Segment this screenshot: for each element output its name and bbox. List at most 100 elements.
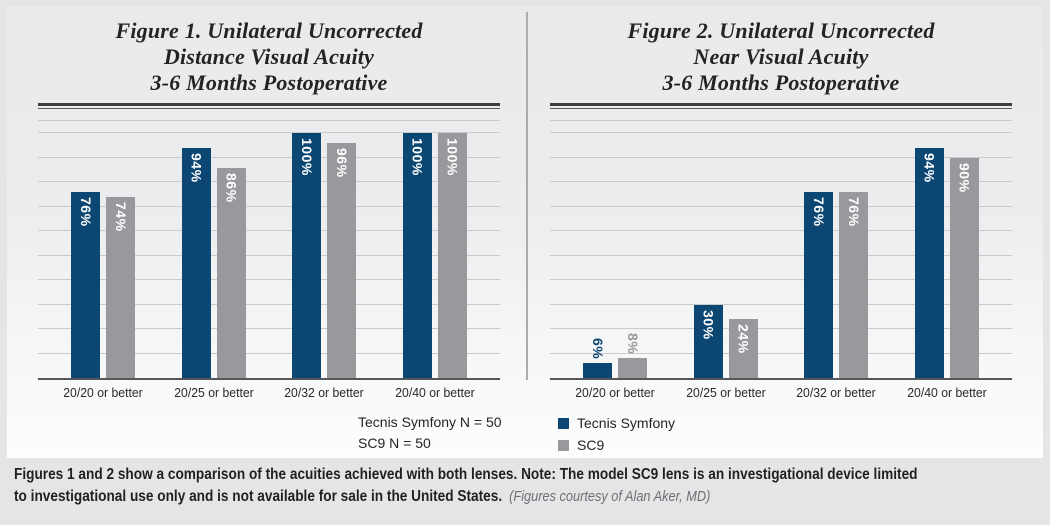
bar-value-label: 100%: [409, 138, 426, 177]
legend-label-sc9: SC9: [577, 437, 605, 453]
figure-1-title-rule: [38, 103, 500, 110]
bar-value-label: 76%: [77, 196, 94, 227]
bar-group: 100% 96% 20/32 or better: [285, 121, 364, 400]
caption-line-2: to investigational use only and is not a…: [14, 488, 710, 506]
figure-1-note-line-1: Tecnis Symfony N = 50: [358, 414, 502, 430]
gridline: [38, 352, 500, 354]
figure-1-title-line-2: Distance Visual Acuity: [163, 44, 375, 69]
bar-value-label: 86%: [223, 172, 240, 203]
figure-1-title-line-1: Figure 1. Unilateral Uncorrected: [115, 18, 423, 43]
figure-2-title-line-1: Figure 2. Unilateral Uncorrected: [627, 18, 935, 43]
caption-credit: (Figures courtesy of Alan Aker, MD): [509, 489, 711, 505]
bar-value-label: 100%: [444, 138, 461, 177]
gridline: [38, 230, 500, 232]
gridline: [38, 254, 500, 256]
category-label: 20/20 or better: [575, 385, 655, 400]
figure-2-title-rule: [550, 103, 1012, 110]
tecnis-symfony-swatch: [558, 417, 569, 429]
bar-group: 76% 76% 20/32 or better: [797, 121, 876, 400]
bar-sc9: 24%: [728, 319, 758, 378]
gridline: [550, 279, 1012, 281]
figure-2-plot: 6% 8% 20/20 or better 30% 24% 20/25 or better…: [550, 120, 1012, 400]
bar-value-label: 6%: [589, 338, 606, 360]
figure-2-legend: Tecnis Symfony SC9: [558, 412, 675, 456]
category-label: 20/40 or better: [907, 385, 987, 400]
figures-panel: Figure 1. Unilateral Uncorrected Distanc…: [7, 6, 1043, 458]
bar-group: 6% 8% 20/20 or better: [576, 121, 655, 400]
bar-tecnis-symfony: 94%: [181, 147, 211, 378]
gridline: [550, 181, 1012, 183]
gridline: [38, 328, 500, 330]
bar-value-label: 90%: [956, 162, 973, 193]
bar-groups: 6% 8% 20/20 or better 30% 24% 20/25 or better…: [550, 121, 1012, 400]
gridline: [550, 132, 1012, 134]
gridline: [550, 230, 1012, 232]
caption-bold-text-1: Figures 1 and 2 show a comparison of the…: [14, 466, 918, 483]
caption-line-1: Figures 1 and 2 show a comparison of the…: [14, 466, 917, 484]
figure-divider: [526, 12, 528, 380]
bar-value-label: 74%: [112, 201, 129, 232]
category-label: 20/32 or better: [284, 385, 364, 400]
gridline: [38, 132, 500, 134]
bar-value-label: 8%: [624, 333, 641, 355]
category-label: 20/20 or better: [63, 385, 143, 400]
bar-sc9: 74%: [106, 196, 136, 378]
bar-value-label: 30%: [700, 309, 717, 340]
caption: Figures 1 and 2 show a comparison of the…: [0, 458, 1050, 525]
bar-sc9: 86%: [216, 167, 246, 378]
bar-group: 100% 100% 20/40 or better: [395, 121, 474, 400]
gridline: [550, 352, 1012, 354]
bar-group: 94% 90% 20/40 or better: [907, 121, 986, 400]
bar-tecnis-symfony: 76%: [804, 191, 834, 378]
gridline: [38, 156, 500, 158]
figure-2-title-line-3: 3-6 Months Postoperative: [662, 70, 900, 95]
category-label: 20/40 or better: [395, 385, 475, 400]
gridline: [550, 156, 1012, 158]
bar-value-label: 24%: [735, 324, 752, 354]
bar-sc9: 100%: [437, 133, 467, 378]
sc9-swatch: [558, 439, 569, 451]
category-label: 20/32 or better: [796, 385, 876, 400]
bar-tecnis-symfony: 30%: [693, 304, 723, 378]
figure-1-title: Figure 1. Unilateral Uncorrected Distanc…: [38, 18, 500, 96]
gridline: [38, 279, 500, 281]
bar-tecnis-symfony: 100%: [292, 133, 322, 378]
bar-group: 30% 24% 20/25 or better: [686, 121, 765, 400]
caption-bold-text-2: to investigational use only and is not a…: [14, 488, 503, 505]
bar-tecnis-symfony: 94%: [914, 147, 944, 378]
bar-value-label: 96%: [333, 148, 350, 178]
bar-sc9: 96%: [327, 143, 357, 378]
gridline: [550, 254, 1012, 256]
bar-sc9: 8%: [618, 333, 648, 378]
category-label: 20/25 or better: [174, 385, 254, 400]
gridline: [38, 205, 500, 207]
figure-1-plot: 76% 74% 20/20 or better 94% 86% 20/25 or bett…: [38, 120, 500, 400]
bar-tecnis-symfony: 6%: [583, 338, 613, 378]
gridline: [550, 205, 1012, 207]
bar-value-label: 76%: [845, 196, 862, 227]
bar-tecnis-symfony: 76%: [71, 191, 101, 378]
bar-group: 94% 86% 20/25 or better: [174, 121, 253, 400]
bar-groups: 76% 74% 20/20 or better 94% 86% 20/25 or bett…: [38, 121, 500, 400]
bar-group: 76% 74% 20/20 or better: [64, 121, 143, 400]
gridline: [550, 328, 1012, 330]
bar-sc9: 90%: [949, 157, 979, 378]
figure-1-sample-note: Tecnis Symfony N = 50 SC9 N = 50: [358, 412, 502, 454]
bar-tecnis-symfony: 100%: [402, 133, 432, 378]
legend-item-tecnis-symfony: Tecnis Symfony: [558, 412, 675, 434]
bar-value-label: 94%: [188, 152, 205, 183]
gridline: [38, 181, 500, 183]
bar-value-label: 100%: [298, 138, 315, 177]
figure-2-title-line-2: Near Visual Acuity: [693, 44, 869, 69]
category-label: 20/25 or better: [686, 385, 766, 400]
bar-value-label: 94%: [921, 152, 938, 183]
figure-2-title: Figure 2. Unilateral Uncorrected Near Vi…: [550, 18, 1012, 96]
bar-sc9: 76%: [839, 191, 869, 378]
legend-item-sc9: SC9: [558, 434, 675, 456]
figure-1-title-line-3: 3-6 Months Postoperative: [150, 70, 388, 95]
gridline: [38, 303, 500, 305]
legend-label-tecnis-symfony: Tecnis Symfony: [577, 415, 676, 431]
bar-value-label: 76%: [810, 196, 827, 227]
figure-1-note-line-2: SC9 N = 50: [358, 435, 431, 451]
gridline: [550, 303, 1012, 305]
